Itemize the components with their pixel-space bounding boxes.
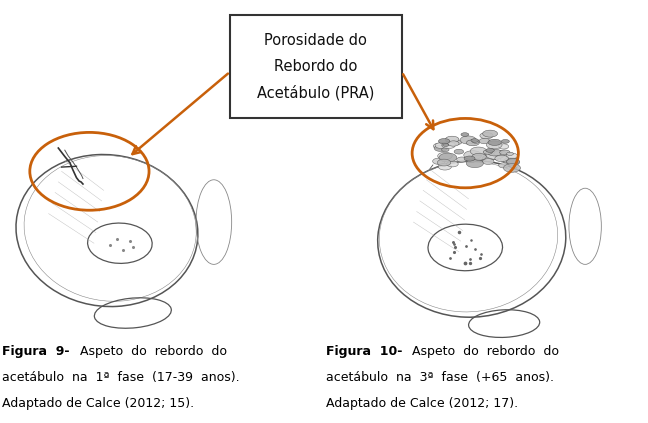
Ellipse shape <box>434 143 445 149</box>
Ellipse shape <box>464 151 481 159</box>
Ellipse shape <box>467 158 476 162</box>
Ellipse shape <box>437 159 451 166</box>
Text: Adaptado de Calce (2012; 17).: Adaptado de Calce (2012; 17). <box>326 397 518 410</box>
Ellipse shape <box>483 150 492 154</box>
Ellipse shape <box>487 141 502 149</box>
Ellipse shape <box>471 139 479 142</box>
Ellipse shape <box>498 144 509 149</box>
Text: Figura  10-: Figura 10- <box>326 345 402 358</box>
Ellipse shape <box>445 136 459 143</box>
Ellipse shape <box>507 152 513 155</box>
Ellipse shape <box>435 143 446 148</box>
Text: Figura  9-: Figura 9- <box>2 345 69 358</box>
Ellipse shape <box>500 157 512 162</box>
Text: Aspeto  do  rebordo  do: Aspeto do rebordo do <box>404 345 559 358</box>
Ellipse shape <box>467 140 480 146</box>
Ellipse shape <box>454 149 463 154</box>
Text: Adaptado de Calce (2012; 15).: Adaptado de Calce (2012; 15). <box>2 397 194 410</box>
Ellipse shape <box>507 158 520 165</box>
Ellipse shape <box>503 164 520 172</box>
Ellipse shape <box>482 155 494 161</box>
Ellipse shape <box>494 151 506 157</box>
Ellipse shape <box>489 154 501 159</box>
Ellipse shape <box>467 159 483 168</box>
Ellipse shape <box>470 147 487 155</box>
Ellipse shape <box>442 142 456 148</box>
Ellipse shape <box>500 150 510 155</box>
Ellipse shape <box>433 158 445 165</box>
Text: acetábulo  na  1ª  fase  (17-39  anos).: acetábulo na 1ª fase (17-39 anos). <box>2 371 240 384</box>
Ellipse shape <box>498 163 509 168</box>
Ellipse shape <box>460 136 476 144</box>
Ellipse shape <box>438 163 452 170</box>
Ellipse shape <box>483 159 494 165</box>
Ellipse shape <box>472 140 479 143</box>
Ellipse shape <box>461 133 469 136</box>
Ellipse shape <box>434 145 447 151</box>
Ellipse shape <box>448 141 459 146</box>
Ellipse shape <box>488 139 502 146</box>
Bar <box>230 15 402 118</box>
Ellipse shape <box>483 130 498 137</box>
Ellipse shape <box>446 161 458 167</box>
Ellipse shape <box>480 132 493 139</box>
Ellipse shape <box>439 139 450 144</box>
Ellipse shape <box>487 149 502 156</box>
Text: Aspeto  do  rebordo  do: Aspeto do rebordo do <box>72 345 227 358</box>
Text: acetábulo  na  3ª  fase  (+65  anos).: acetábulo na 3ª fase (+65 anos). <box>326 371 554 384</box>
Ellipse shape <box>495 155 509 162</box>
Ellipse shape <box>441 148 449 151</box>
Ellipse shape <box>502 140 509 143</box>
Ellipse shape <box>457 157 467 162</box>
Ellipse shape <box>443 143 449 146</box>
Ellipse shape <box>437 152 452 159</box>
Ellipse shape <box>464 156 475 161</box>
Ellipse shape <box>479 138 490 144</box>
Ellipse shape <box>439 153 457 162</box>
Ellipse shape <box>486 150 504 159</box>
Ellipse shape <box>452 140 462 145</box>
Ellipse shape <box>506 153 518 159</box>
Ellipse shape <box>486 148 494 152</box>
Ellipse shape <box>485 153 494 158</box>
Text: Porosidade do
Rebordo do
Acetábulo (PRA): Porosidade do Rebordo do Acetábulo (PRA) <box>257 33 375 100</box>
Ellipse shape <box>506 159 520 166</box>
Ellipse shape <box>503 157 519 165</box>
Ellipse shape <box>472 154 486 160</box>
